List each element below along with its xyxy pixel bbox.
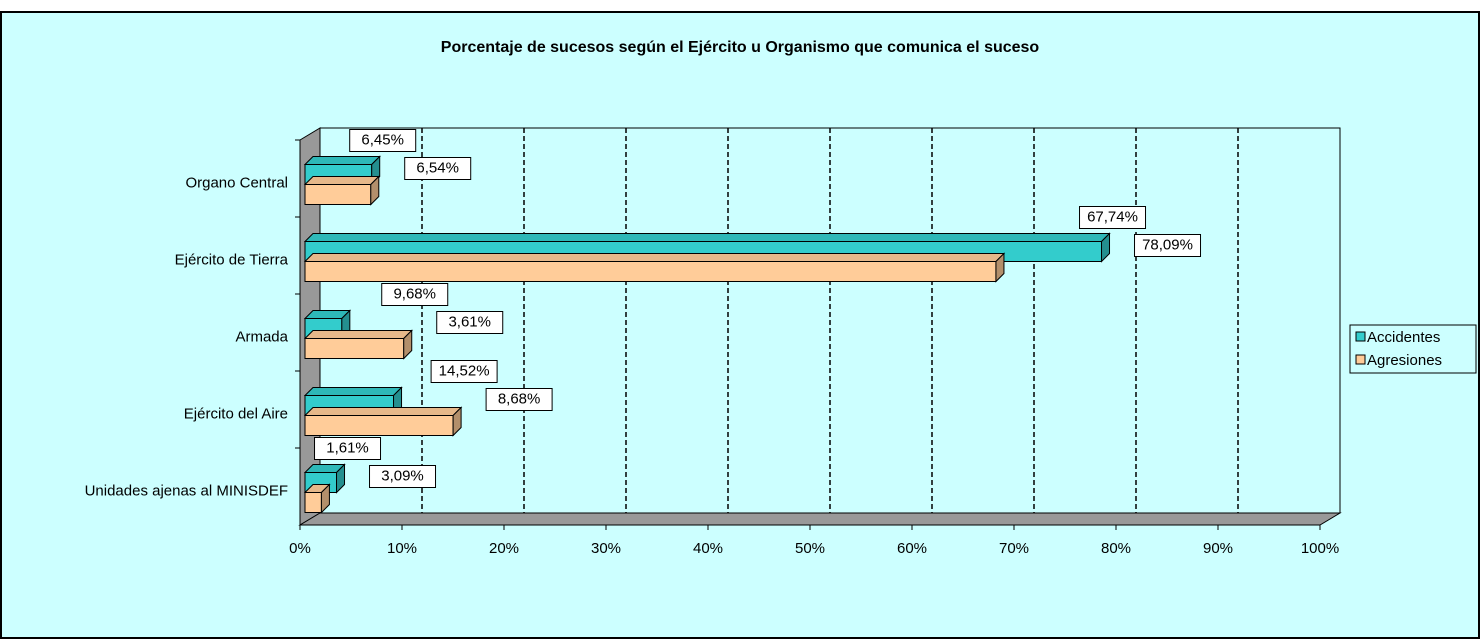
bar-side bbox=[1101, 232, 1111, 263]
bar-side bbox=[403, 329, 413, 360]
x-tick-label: 90% bbox=[1203, 540, 1233, 557]
x-tick-label: 30% bbox=[591, 540, 621, 557]
data-label: 67,74% bbox=[1087, 208, 1138, 225]
x-tick-label: 40% bbox=[693, 540, 723, 557]
legend-label: Agresiones bbox=[1367, 352, 1442, 369]
bar-front bbox=[304, 415, 454, 436]
x-tick-label: 10% bbox=[387, 540, 417, 557]
bar-top bbox=[303, 253, 1006, 262]
bar-top bbox=[303, 330, 413, 339]
data-label: 3,61% bbox=[448, 313, 491, 330]
x-tick-label: 50% bbox=[795, 540, 825, 557]
bar bbox=[303, 483, 331, 514]
bar-side bbox=[452, 406, 462, 437]
bar-top bbox=[303, 407, 463, 416]
data-label-box bbox=[314, 437, 382, 460]
data-label-box bbox=[404, 157, 472, 180]
bar-front bbox=[304, 338, 405, 359]
data-label-box bbox=[1079, 206, 1147, 229]
data-label: 3,09% bbox=[381, 467, 424, 484]
bar-top bbox=[303, 176, 380, 185]
chart-title: Porcentaje de sucesos según el Ejército … bbox=[441, 39, 1040, 56]
bar-front bbox=[304, 184, 372, 205]
y-tick-label: Ejército de Tierra bbox=[175, 251, 289, 268]
data-label: 6,45% bbox=[361, 131, 404, 148]
legend-box bbox=[1349, 324, 1477, 374]
data-label-box bbox=[1134, 234, 1202, 257]
legend-label: Accidentes bbox=[1367, 329, 1440, 346]
data-label-box bbox=[485, 388, 553, 411]
data-label: 8,68% bbox=[498, 390, 541, 407]
plot-floor bbox=[298, 512, 1342, 526]
bar-top bbox=[303, 156, 381, 165]
x-tick-label: 100% bbox=[1301, 540, 1339, 557]
y-tick-label: Ejército del Aire bbox=[184, 405, 288, 422]
data-label-box bbox=[381, 283, 449, 306]
bar bbox=[303, 329, 413, 360]
data-label: 14,52% bbox=[439, 362, 490, 379]
bar-side bbox=[370, 175, 380, 206]
bar bbox=[303, 406, 463, 437]
data-label: 1,61% bbox=[326, 439, 369, 456]
x-tick-label: 70% bbox=[999, 540, 1029, 557]
y-tick-label: Armada bbox=[235, 328, 288, 345]
x-tick-label: 80% bbox=[1101, 540, 1131, 557]
bar-side bbox=[336, 463, 346, 494]
data-label-box bbox=[436, 311, 504, 334]
data-label: 9,68% bbox=[393, 285, 436, 302]
legend-swatch bbox=[1355, 331, 1366, 342]
data-label: 78,09% bbox=[1142, 236, 1193, 253]
x-tick-label: 20% bbox=[489, 540, 519, 557]
bar-front bbox=[304, 492, 322, 513]
y-tick-label: Unidades ajenas al MINISDEF bbox=[85, 482, 288, 499]
bar-top bbox=[303, 233, 1111, 242]
y-tick-label: Organo Central bbox=[185, 174, 288, 191]
data-label: 6,54% bbox=[416, 159, 459, 176]
x-tick-label: 60% bbox=[897, 540, 927, 557]
bar-top bbox=[303, 387, 403, 396]
bar bbox=[303, 252, 1006, 283]
data-label-box bbox=[349, 129, 417, 152]
bar-side bbox=[320, 483, 330, 514]
legend-swatch bbox=[1355, 354, 1366, 365]
bar bbox=[303, 175, 380, 206]
bar-side bbox=[995, 252, 1005, 283]
data-label-box bbox=[369, 465, 437, 488]
data-label-box bbox=[430, 360, 498, 383]
bar-front bbox=[304, 261, 997, 282]
x-tick-label: 0% bbox=[289, 540, 311, 557]
